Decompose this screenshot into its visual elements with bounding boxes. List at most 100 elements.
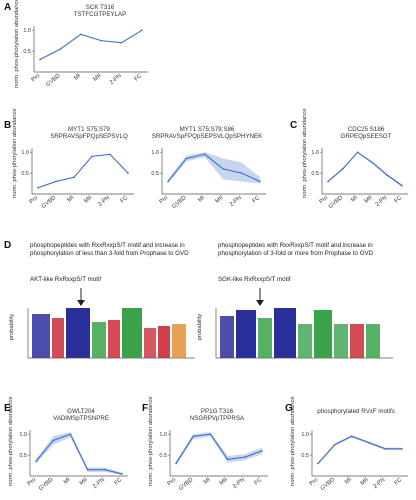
panel-d-left-logo: [27, 288, 195, 359]
series-line: [327, 151, 403, 187]
data-point: [69, 433, 72, 435]
data-point: [167, 180, 169, 183]
data-point: [175, 462, 177, 465]
panel-f-title-text: PP1G T316: [200, 408, 234, 415]
data-point: [259, 180, 261, 183]
data-point: [367, 441, 370, 444]
x-tick-label: Pro: [31, 73, 42, 83]
panel-label-c: C: [290, 120, 298, 131]
data-point: [222, 168, 224, 170]
confidence-band: [36, 432, 122, 476]
panel-d-right-text: phosphopeptides with RxxRxxpS/T motif an…: [218, 242, 374, 257]
panel-b2-title-text: MYT1 S75;S79;S86: [179, 126, 235, 133]
data-point: [244, 456, 246, 458]
panel-b1-title-text: MYT1 S75;S79: [68, 126, 110, 133]
data-point: [86, 468, 89, 471]
x-tick-label: 2-PN: [373, 477, 387, 490]
data-point: [384, 448, 386, 450]
data-point: [209, 433, 212, 435]
data-point: [386, 174, 388, 176]
data-point: [52, 439, 54, 442]
panel-label-d: D: [4, 240, 12, 251]
data-point: [185, 157, 188, 160]
x-tick-label: GVBD: [45, 73, 61, 88]
panel-d-right-motif: SGK-like RxRxxpS/T motif: [218, 276, 291, 283]
panel-e-title: GWLT204 VADIMSpTPSNPRE: [36, 408, 126, 422]
series-line: [37, 153, 129, 189]
x-tick-label: GVBD: [320, 477, 336, 492]
series-line: [167, 153, 261, 182]
data-point: [80, 33, 82, 36]
panel-a-subtitle: TSTFCGTPEYLAP: [73, 11, 127, 18]
panel-a-chart: 0.5 1.0 Pro GVBD MI MII 2-PN FC: [23, 26, 148, 88]
x-tick-label: Pro: [309, 477, 320, 487]
series-line: [317, 435, 402, 464]
data-point: [342, 168, 344, 170]
data-point: [356, 151, 359, 153]
x-tick-label: MI: [350, 195, 359, 204]
panel-f-chart: 0.5 1.0 Pro GVBD MI MII 2-PN FC: [159, 430, 268, 492]
x-tick-label: MII: [360, 477, 370, 487]
y-tick-label: 0.5: [21, 171, 29, 177]
x-tick-label: MII: [79, 477, 89, 487]
panel-label-b: B: [4, 120, 12, 131]
panel-a-title-text: SCK T316: [85, 4, 115, 11]
panel-d-left-ylabel: probability: [9, 313, 15, 341]
panel-d-left-motif: AKT-like RxRxxpS/T motif: [30, 276, 102, 283]
panel-c-title: CDC25 S186 GRPEQpSEESGT: [318, 126, 414, 140]
data-point: [127, 172, 129, 174]
panel-d-right-logo: [215, 288, 393, 359]
panel-g-title: phosphorylated RVxF motifs: [317, 408, 395, 415]
y-tick-label: 1.0: [23, 28, 31, 34]
data-point: [401, 448, 403, 450]
data-point: [109, 153, 111, 156]
data-point: [334, 443, 336, 446]
panel-label-f: F: [142, 403, 149, 414]
panel-d-left-text: phosphopeptides with RxxRxxpS/T motif an…: [30, 242, 189, 257]
data-point: [371, 161, 374, 164]
panel-c-subtitle: GRPEQpSEESGT: [340, 133, 392, 140]
x-tick-label: MII: [364, 195, 374, 205]
x-tick-label: FC: [252, 195, 262, 205]
y-tick-label: 1.0: [301, 432, 309, 438]
x-tick-label: MI: [344, 477, 353, 486]
x-tick-label: FC: [254, 477, 264, 487]
data-point: [59, 48, 62, 50]
x-tick-label: FC: [134, 73, 144, 83]
x-tick-label: Pro: [167, 477, 178, 487]
panel-f-subtitle: NSGRPVpTPPRSA: [189, 415, 245, 422]
data-point: [141, 29, 143, 31]
data-point: [192, 435, 194, 438]
data-point: [350, 435, 353, 438]
panel-label-e: E: [4, 403, 11, 414]
panel-label-a: A: [4, 2, 12, 13]
y-tick-label: 0.5: [159, 453, 167, 459]
x-tick-label: MII: [92, 73, 102, 83]
x-tick-label: Pro: [27, 477, 38, 487]
confidence-band: [176, 432, 262, 466]
x-tick-label: GVBD: [41, 195, 57, 210]
arrow-down-icon: [77, 288, 85, 306]
panel-b2-title: MYT1 S75;S79;S86 SRPRAVSpFPQpSEPSVLQpSPH…: [142, 126, 272, 140]
x-tick-label: 2-PN: [109, 73, 123, 86]
panel-label-g: G: [285, 403, 293, 414]
panel-b1-subtitle: SRPRAVSpFPQpSEPSVLQ: [50, 133, 128, 140]
y-tick-label: 1.0: [311, 150, 319, 156]
data-point: [91, 155, 93, 158]
data-point: [100, 39, 102, 42]
data-point: [73, 176, 75, 179]
data-point: [226, 458, 229, 461]
y-tick-label: 1.0: [159, 432, 167, 438]
panel-g-chart: 0.5 1.0 Pro GVBD MI MII 2-PN FC: [301, 430, 408, 492]
panel-c-title-text: CDC25 S186: [347, 126, 385, 133]
panel-b2-subtitle: SRPRAVSpFPQpSEPSVLQpSPHYNEK: [151, 133, 263, 140]
panel-b1-title: MYT1 S75;S79 SRPRAVSpFPQpSEPSVLQ: [34, 126, 144, 140]
panel-b1-chart: 0.5 1.0 Pro GVBD MI MII 2-PN FC: [21, 148, 134, 210]
series-line: [175, 433, 263, 464]
panel-e-title-text: GWLT204: [67, 408, 95, 415]
data-point: [35, 460, 37, 463]
x-tick-label: 2-PN: [232, 477, 246, 490]
x-tick-label: Pro: [319, 195, 330, 205]
x-tick-label: MI: [203, 477, 212, 486]
x-tick-label: MI: [66, 195, 75, 204]
